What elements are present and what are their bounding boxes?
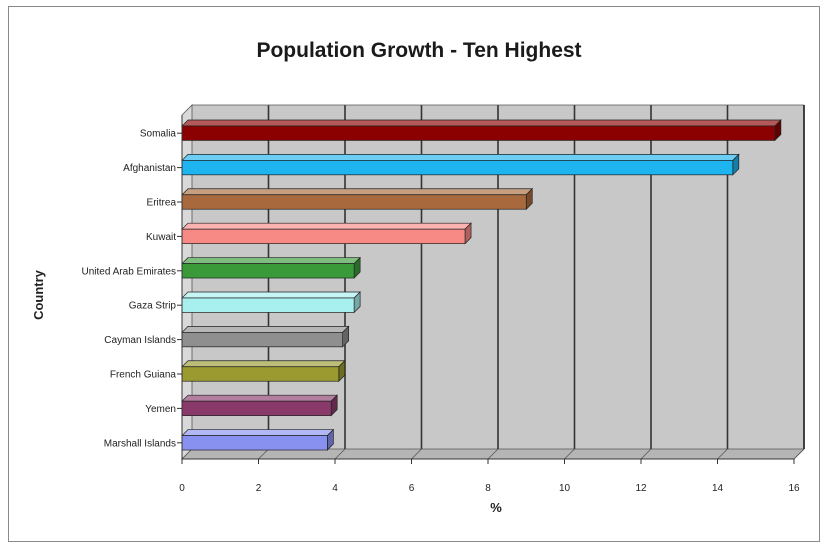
bar-top bbox=[181, 394, 339, 402]
floor-gridline bbox=[564, 448, 575, 460]
floor-gridline bbox=[640, 448, 652, 460]
population-growth-chart: 0 2 4 6 8 10 12 14 16 Somalia Afghanistan Eritrea Ku… bbox=[31, 39, 805, 515]
floor-gridline bbox=[793, 448, 805, 460]
x-tick-label: 12 bbox=[635, 483, 647, 494]
bar bbox=[181, 366, 340, 382]
floor-gridline bbox=[411, 448, 422, 460]
bars-group bbox=[181, 119, 782, 451]
bar-top bbox=[181, 326, 350, 333]
floor-gridline bbox=[717, 448, 728, 460]
bar bbox=[181, 297, 355, 313]
category-label: Afghanistan bbox=[123, 163, 176, 174]
bar-group bbox=[181, 222, 472, 245]
bar-top bbox=[181, 154, 740, 161]
x-tick-label: 8 bbox=[485, 483, 491, 494]
bar-top bbox=[181, 222, 472, 230]
bar bbox=[181, 263, 355, 279]
bar-group bbox=[181, 187, 534, 211]
x-tick-label: 0 bbox=[179, 483, 185, 494]
bar-group bbox=[181, 359, 346, 383]
category-label: Marshall Islands bbox=[104, 438, 176, 449]
x-tick-label: 16 bbox=[788, 483, 800, 494]
bar-group bbox=[181, 256, 361, 279]
bar-top bbox=[181, 291, 361, 299]
chart-title: Population Growth - Ten Highest bbox=[256, 39, 581, 62]
category-label: Yemen bbox=[145, 404, 176, 415]
bar bbox=[181, 194, 527, 210]
x-tick-label: 14 bbox=[712, 483, 724, 494]
floor-gridline bbox=[258, 448, 269, 460]
bar-top bbox=[181, 360, 346, 368]
category-label: Eritrea bbox=[147, 198, 177, 209]
bar-top bbox=[181, 119, 782, 127]
bar-top bbox=[181, 429, 335, 436]
x-tick-label: 10 bbox=[559, 483, 571, 494]
y-axis-title: Country bbox=[31, 269, 46, 320]
bar-group bbox=[181, 325, 350, 348]
chart-frame: 0 2 4 6 8 10 12 14 16 Somalia Afghanistan Eritrea Ku… bbox=[8, 6, 820, 542]
category-label: Kuwait bbox=[146, 232, 176, 243]
category-label: Somalia bbox=[140, 129, 177, 140]
floor-gridline bbox=[334, 448, 346, 460]
bar bbox=[181, 435, 328, 451]
bar bbox=[181, 160, 734, 176]
x-axis-title: % bbox=[490, 500, 502, 515]
bar bbox=[181, 125, 776, 141]
bar-group bbox=[181, 119, 782, 142]
category-label: Cayman Islands bbox=[104, 335, 176, 346]
floor-gridline bbox=[487, 448, 499, 460]
category-label: United Arab Emirates bbox=[82, 266, 177, 277]
bar-top bbox=[181, 188, 534, 196]
axes-group: 0 2 4 6 8 10 12 14 16 Somalia Afghanistan Eritrea Ku… bbox=[82, 115, 800, 494]
category-label: French Guiana bbox=[110, 370, 177, 381]
bar-group bbox=[181, 428, 335, 451]
x-tick-label: 4 bbox=[332, 483, 338, 494]
x-tick-label: 6 bbox=[409, 483, 415, 494]
bar-group bbox=[181, 291, 361, 314]
bar-group bbox=[181, 153, 740, 176]
bar-top bbox=[181, 257, 361, 264]
bar bbox=[181, 332, 343, 348]
bar-group bbox=[181, 394, 339, 417]
bar bbox=[181, 228, 466, 244]
category-label: Gaza Strip bbox=[129, 301, 177, 312]
x-tick-label: 2 bbox=[256, 483, 262, 494]
bar bbox=[181, 400, 332, 416]
